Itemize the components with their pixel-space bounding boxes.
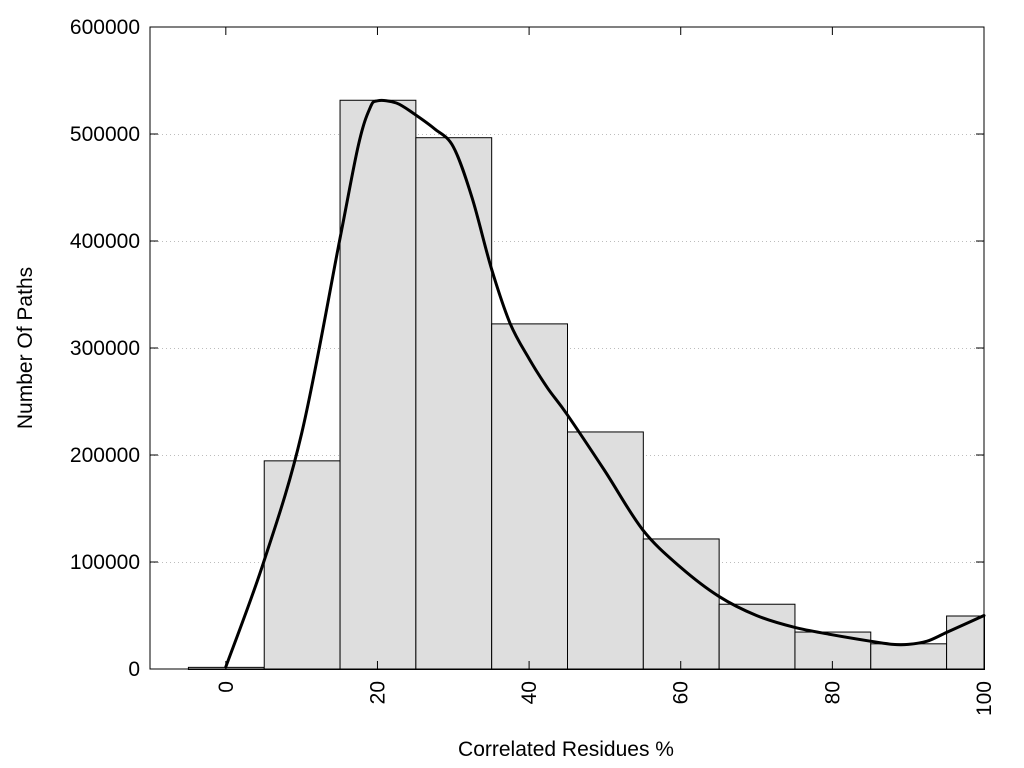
x-tick-label: 80	[821, 681, 844, 704]
density-curve	[224, 98, 986, 669]
y-tick-label: 100000	[70, 551, 140, 574]
y-tick-label: 200000	[70, 444, 140, 467]
bar	[870, 643, 948, 671]
bar	[642, 538, 720, 671]
x-tick-label: 20	[366, 681, 389, 704]
y-axis-ticks: 0 100000 200000 300000 400000 500000 600000	[70, 16, 984, 681]
y-tick-label: 400000	[70, 230, 140, 253]
bar	[415, 137, 493, 670]
bar	[491, 323, 569, 670]
x-axis-label: Correlated Residues %	[458, 738, 674, 761]
y-tick-label: 0	[128, 658, 140, 681]
bar	[567, 431, 644, 670]
bar	[718, 603, 796, 670]
y-axis-label: Number Of Paths	[14, 267, 37, 429]
y-tick-label: 600000	[70, 16, 140, 39]
bar	[339, 99, 417, 670]
bars	[187, 99, 985, 671]
y-tick-label: 500000	[70, 123, 140, 146]
y-tick-label: 300000	[70, 337, 140, 360]
x-tick-label: 0	[215, 681, 238, 693]
bar	[263, 460, 341, 670]
x-tick-label: 40	[518, 681, 541, 704]
x-axis-ticks: 0 20 40 60 80 100	[215, 27, 996, 716]
x-tick-label: 100	[973, 681, 996, 716]
x-tick-label: 60	[670, 681, 693, 704]
